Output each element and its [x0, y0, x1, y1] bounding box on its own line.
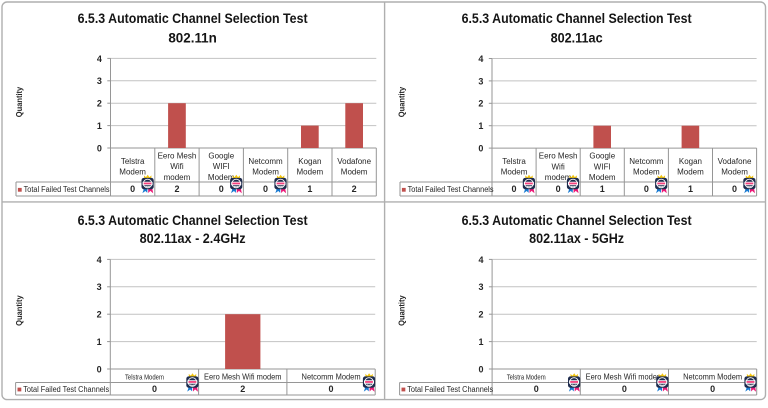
svg-text:3: 3	[97, 282, 102, 292]
svg-text:802.11ax - 2.4GHz: 802.11ax - 2.4GHz	[140, 231, 246, 246]
svg-text:Netcomm: Netcomm	[629, 157, 664, 166]
svg-text:Google: Google	[589, 151, 615, 160]
svg-text:Quantity: Quantity	[14, 87, 24, 118]
svg-text:Eero Mesh Wifi modem: Eero Mesh Wifi modem	[204, 372, 282, 381]
svg-text:2: 2	[97, 310, 102, 320]
svg-text:3: 3	[478, 76, 483, 86]
svg-text:Telstra Modem: Telstra Modem	[507, 372, 546, 381]
svg-text:1: 1	[97, 121, 102, 131]
svg-text:Modem: Modem	[119, 168, 146, 177]
svg-text:802.11n: 802.11n	[168, 30, 217, 45]
svg-text:802.11ax - 5GHz: 802.11ax - 5GHz	[529, 231, 624, 246]
svg-text:0: 0	[478, 364, 483, 374]
svg-text:Eero Mesh: Eero Mesh	[158, 151, 197, 160]
svg-text:Total Failed Test Channels: Total Failed Test Channels	[408, 185, 494, 194]
svg-text:0: 0	[534, 384, 539, 394]
svg-text:Telstra Modem: Telstra Modem	[125, 372, 164, 381]
svg-text:1: 1	[688, 184, 693, 194]
svg-text:0: 0	[644, 184, 649, 194]
svg-text:Wifi: Wifi	[551, 162, 565, 171]
svg-text:1: 1	[478, 121, 483, 131]
svg-text:2: 2	[478, 310, 483, 320]
svg-text:0: 0	[512, 184, 517, 194]
svg-text:2: 2	[240, 384, 245, 394]
svg-text:0: 0	[219, 184, 224, 194]
svg-text:2: 2	[478, 99, 483, 109]
svg-text:0: 0	[732, 184, 737, 194]
svg-text:Quantity: Quantity	[397, 295, 407, 326]
svg-text:1: 1	[478, 337, 483, 347]
svg-text:3: 3	[97, 76, 102, 86]
svg-text:Vodafone: Vodafone	[718, 157, 752, 166]
svg-text:Modem: Modem	[589, 173, 616, 182]
svg-text:Eero Mesh: Eero Mesh	[539, 151, 578, 160]
svg-text:Kogan: Kogan	[679, 157, 702, 166]
svg-text:Telstra: Telstra	[121, 157, 145, 166]
svg-text:802.11ac: 802.11ac	[551, 30, 603, 45]
svg-text:0: 0	[622, 384, 627, 394]
svg-text:WIFI: WIFI	[213, 162, 230, 171]
svg-text:modem: modem	[164, 173, 191, 182]
svg-text:0: 0	[329, 384, 334, 394]
svg-text:WIFI: WIFI	[594, 162, 611, 171]
svg-text:Modem: Modem	[252, 168, 279, 177]
svg-text:4: 4	[97, 255, 102, 265]
svg-text:Modem: Modem	[677, 168, 704, 177]
svg-text:Telstra: Telstra	[502, 157, 526, 166]
svg-text:4: 4	[97, 54, 102, 64]
svg-text:0: 0	[263, 184, 268, 194]
svg-text:Modem: Modem	[297, 168, 324, 177]
svg-text:4: 4	[478, 255, 483, 265]
svg-text:6.5.3 Automatic Channel Select: 6.5.3 Automatic Channel Selection Test	[462, 11, 692, 26]
svg-text:Netcomm: Netcomm	[248, 157, 283, 166]
svg-text:Wifi: Wifi	[170, 162, 184, 171]
svg-text:Modem: Modem	[633, 168, 660, 177]
svg-text:modem: modem	[545, 173, 572, 182]
svg-text:0: 0	[710, 384, 715, 394]
svg-text:0: 0	[556, 184, 561, 194]
svg-text:0: 0	[130, 184, 135, 194]
svg-text:Quantity: Quantity	[397, 87, 407, 118]
svg-text:3: 3	[478, 282, 483, 292]
svg-text:Kogan: Kogan	[298, 157, 321, 166]
svg-text:0: 0	[478, 144, 483, 154]
svg-text:2: 2	[352, 184, 357, 194]
svg-text:Netcomm Modem: Netcomm Modem	[302, 372, 361, 381]
svg-text:6.5.3 Automatic Channel Select: 6.5.3 Automatic Channel Selection Test	[78, 11, 308, 26]
svg-text:Modem: Modem	[501, 168, 528, 177]
svg-text:0: 0	[97, 364, 102, 374]
svg-text:Total Failed Test Channels: Total Failed Test Channels	[407, 385, 493, 394]
svg-text:Eero Mesh Wifi modem: Eero Mesh Wifi modem	[586, 372, 664, 381]
svg-text:Modem: Modem	[208, 173, 235, 182]
svg-text:0: 0	[152, 384, 157, 394]
svg-text:0: 0	[97, 143, 102, 153]
svg-text:2: 2	[97, 99, 102, 109]
svg-text:Google: Google	[208, 151, 234, 160]
svg-text:2: 2	[174, 184, 179, 194]
svg-text:Netcomm Modem: Netcomm Modem	[683, 372, 742, 381]
svg-text:1: 1	[97, 337, 102, 347]
svg-text:6.5.3 Automatic Channel Select: 6.5.3 Automatic Channel Selection Test	[462, 213, 692, 228]
svg-text:Modem: Modem	[341, 168, 368, 177]
svg-text:6.5.3 Automatic Channel Select: 6.5.3 Automatic Channel Selection Test	[78, 213, 308, 228]
svg-text:1: 1	[307, 184, 312, 194]
svg-text:Total Failed Test Channels: Total Failed Test Channels	[24, 185, 110, 194]
svg-text:Total Failed Test Channels: Total Failed Test Channels	[23, 385, 109, 394]
svg-text:Quantity: Quantity	[14, 295, 24, 326]
svg-text:4: 4	[478, 54, 483, 64]
svg-text:Vodafone: Vodafone	[337, 157, 371, 166]
svg-text:1: 1	[600, 184, 605, 194]
svg-text:Modem: Modem	[721, 168, 748, 177]
